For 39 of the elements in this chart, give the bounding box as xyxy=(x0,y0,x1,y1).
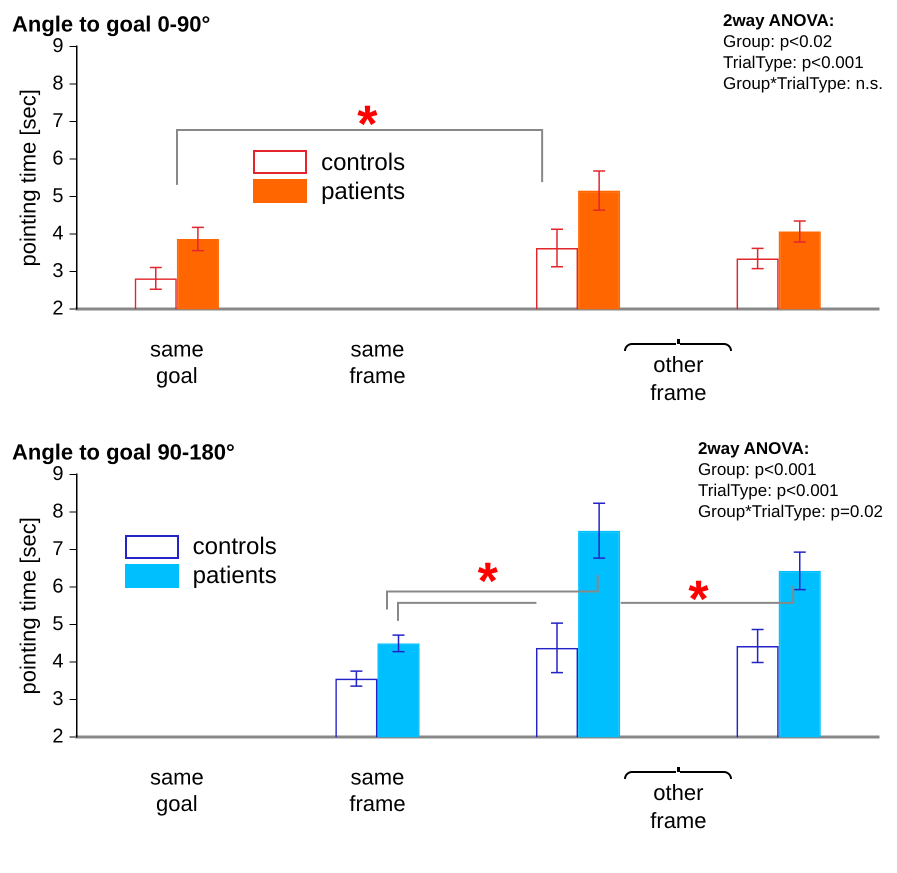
y-tick-label: 4 xyxy=(52,650,64,673)
x-tick-label: same goal xyxy=(150,764,204,816)
annotation: Group: p<0.001 xyxy=(698,459,818,480)
annotation: Group*TrialType: n.s. xyxy=(723,73,883,94)
chart-title: Angle to goal 0-90° xyxy=(12,11,210,36)
annotation: TrialType: p<0.001 xyxy=(723,52,865,73)
text: 2way ANOVA: xyxy=(698,438,810,459)
y-tick-label: 3 xyxy=(52,688,64,710)
y-tick-label: 7 xyxy=(52,538,64,560)
text: other frame xyxy=(649,779,708,836)
y-tick-label: 8 xyxy=(52,500,64,522)
y-tick-label: 8 xyxy=(52,72,64,94)
x-tick-label: same frame xyxy=(349,764,406,816)
text: other frame xyxy=(649,351,708,408)
y-tick-label: 9 xyxy=(52,34,64,57)
y-tick-label: 4 xyxy=(52,222,64,245)
y-tick-label: 6 xyxy=(52,576,64,598)
annotation: Group*TrialType: p=0.02 xyxy=(698,501,883,522)
y-axis-title: pointing time [sec] xyxy=(15,517,40,694)
legend-label: patients xyxy=(192,561,277,590)
chart-title: Angle to goal 90-180° xyxy=(12,439,235,464)
y-tick-label: 5 xyxy=(52,185,64,208)
legend-label: patients xyxy=(321,176,406,206)
y-tick-label: 7 xyxy=(52,110,64,132)
x-tick-label: same goal xyxy=(150,336,204,388)
annotation: * xyxy=(688,570,709,629)
y-tick-label: 5 xyxy=(52,613,64,636)
x-tick-label: same frame xyxy=(349,336,406,388)
annotation: * xyxy=(478,552,498,610)
annotation: Group: p<0.02 xyxy=(723,31,834,52)
text: 2way ANOVA: xyxy=(723,10,836,31)
legend-label: controls xyxy=(192,532,277,562)
y-axis-title: pointing time [sec] xyxy=(15,89,40,266)
y-tick-label: 6 xyxy=(52,148,64,170)
y-tick-label: 2 xyxy=(52,726,64,748)
annotation: TrialType: p<0.001 xyxy=(698,480,840,501)
y-tick-label: 2 xyxy=(52,298,64,320)
y-tick-label: 9 xyxy=(52,462,64,485)
y-tick-label: 3 xyxy=(52,260,64,282)
